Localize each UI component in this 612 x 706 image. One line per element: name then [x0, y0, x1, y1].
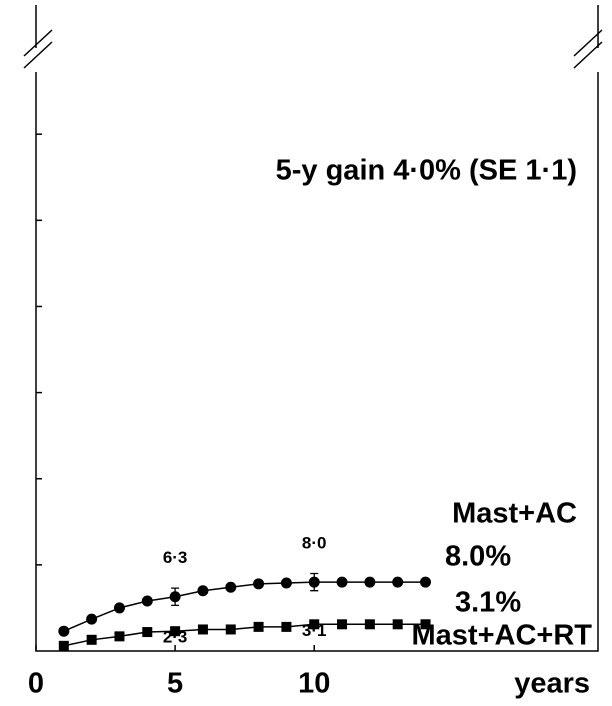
marker	[420, 576, 432, 588]
marker	[197, 585, 209, 597]
marker	[225, 581, 237, 593]
marker	[253, 578, 265, 590]
data-label: 8·0	[302, 534, 327, 553]
marker	[141, 595, 153, 607]
marker	[113, 602, 125, 614]
marker	[86, 634, 97, 645]
x-tick-label: 5	[167, 668, 183, 700]
marker	[170, 626, 181, 637]
marker	[364, 576, 376, 588]
marker	[169, 591, 181, 603]
marker	[308, 576, 320, 588]
axes	[35, 5, 599, 652]
series-label: Mast+AC+RT	[412, 620, 593, 652]
marker	[142, 627, 153, 638]
marker	[280, 577, 292, 589]
x-tick-label: 0	[28, 668, 44, 700]
marker	[392, 576, 404, 588]
marker	[392, 619, 403, 630]
series-label: Mast+AC	[452, 498, 577, 530]
marker	[86, 613, 98, 625]
marker	[197, 624, 208, 635]
data-label: 6·3	[163, 548, 188, 567]
axis-break	[573, 29, 603, 69]
marker	[364, 619, 375, 630]
end-label: 3.1%	[455, 587, 521, 619]
marker	[225, 624, 236, 635]
data-label: 2·3	[163, 628, 188, 647]
marker	[253, 621, 264, 632]
marker	[337, 619, 348, 630]
marker	[58, 625, 70, 637]
marker	[336, 576, 348, 588]
marker	[309, 619, 320, 630]
data-label: 3·1	[302, 621, 327, 640]
x-axis-label: years	[514, 668, 590, 700]
axis-break	[23, 29, 53, 69]
end-label: 8.0%	[445, 541, 511, 573]
annotation: 5-y gain 4·0% (SE 1·1)	[276, 155, 577, 187]
marker	[58, 640, 69, 651]
x-tick-label: 10	[298, 668, 330, 700]
marker	[281, 621, 292, 632]
marker	[114, 631, 125, 642]
marker	[420, 619, 431, 630]
